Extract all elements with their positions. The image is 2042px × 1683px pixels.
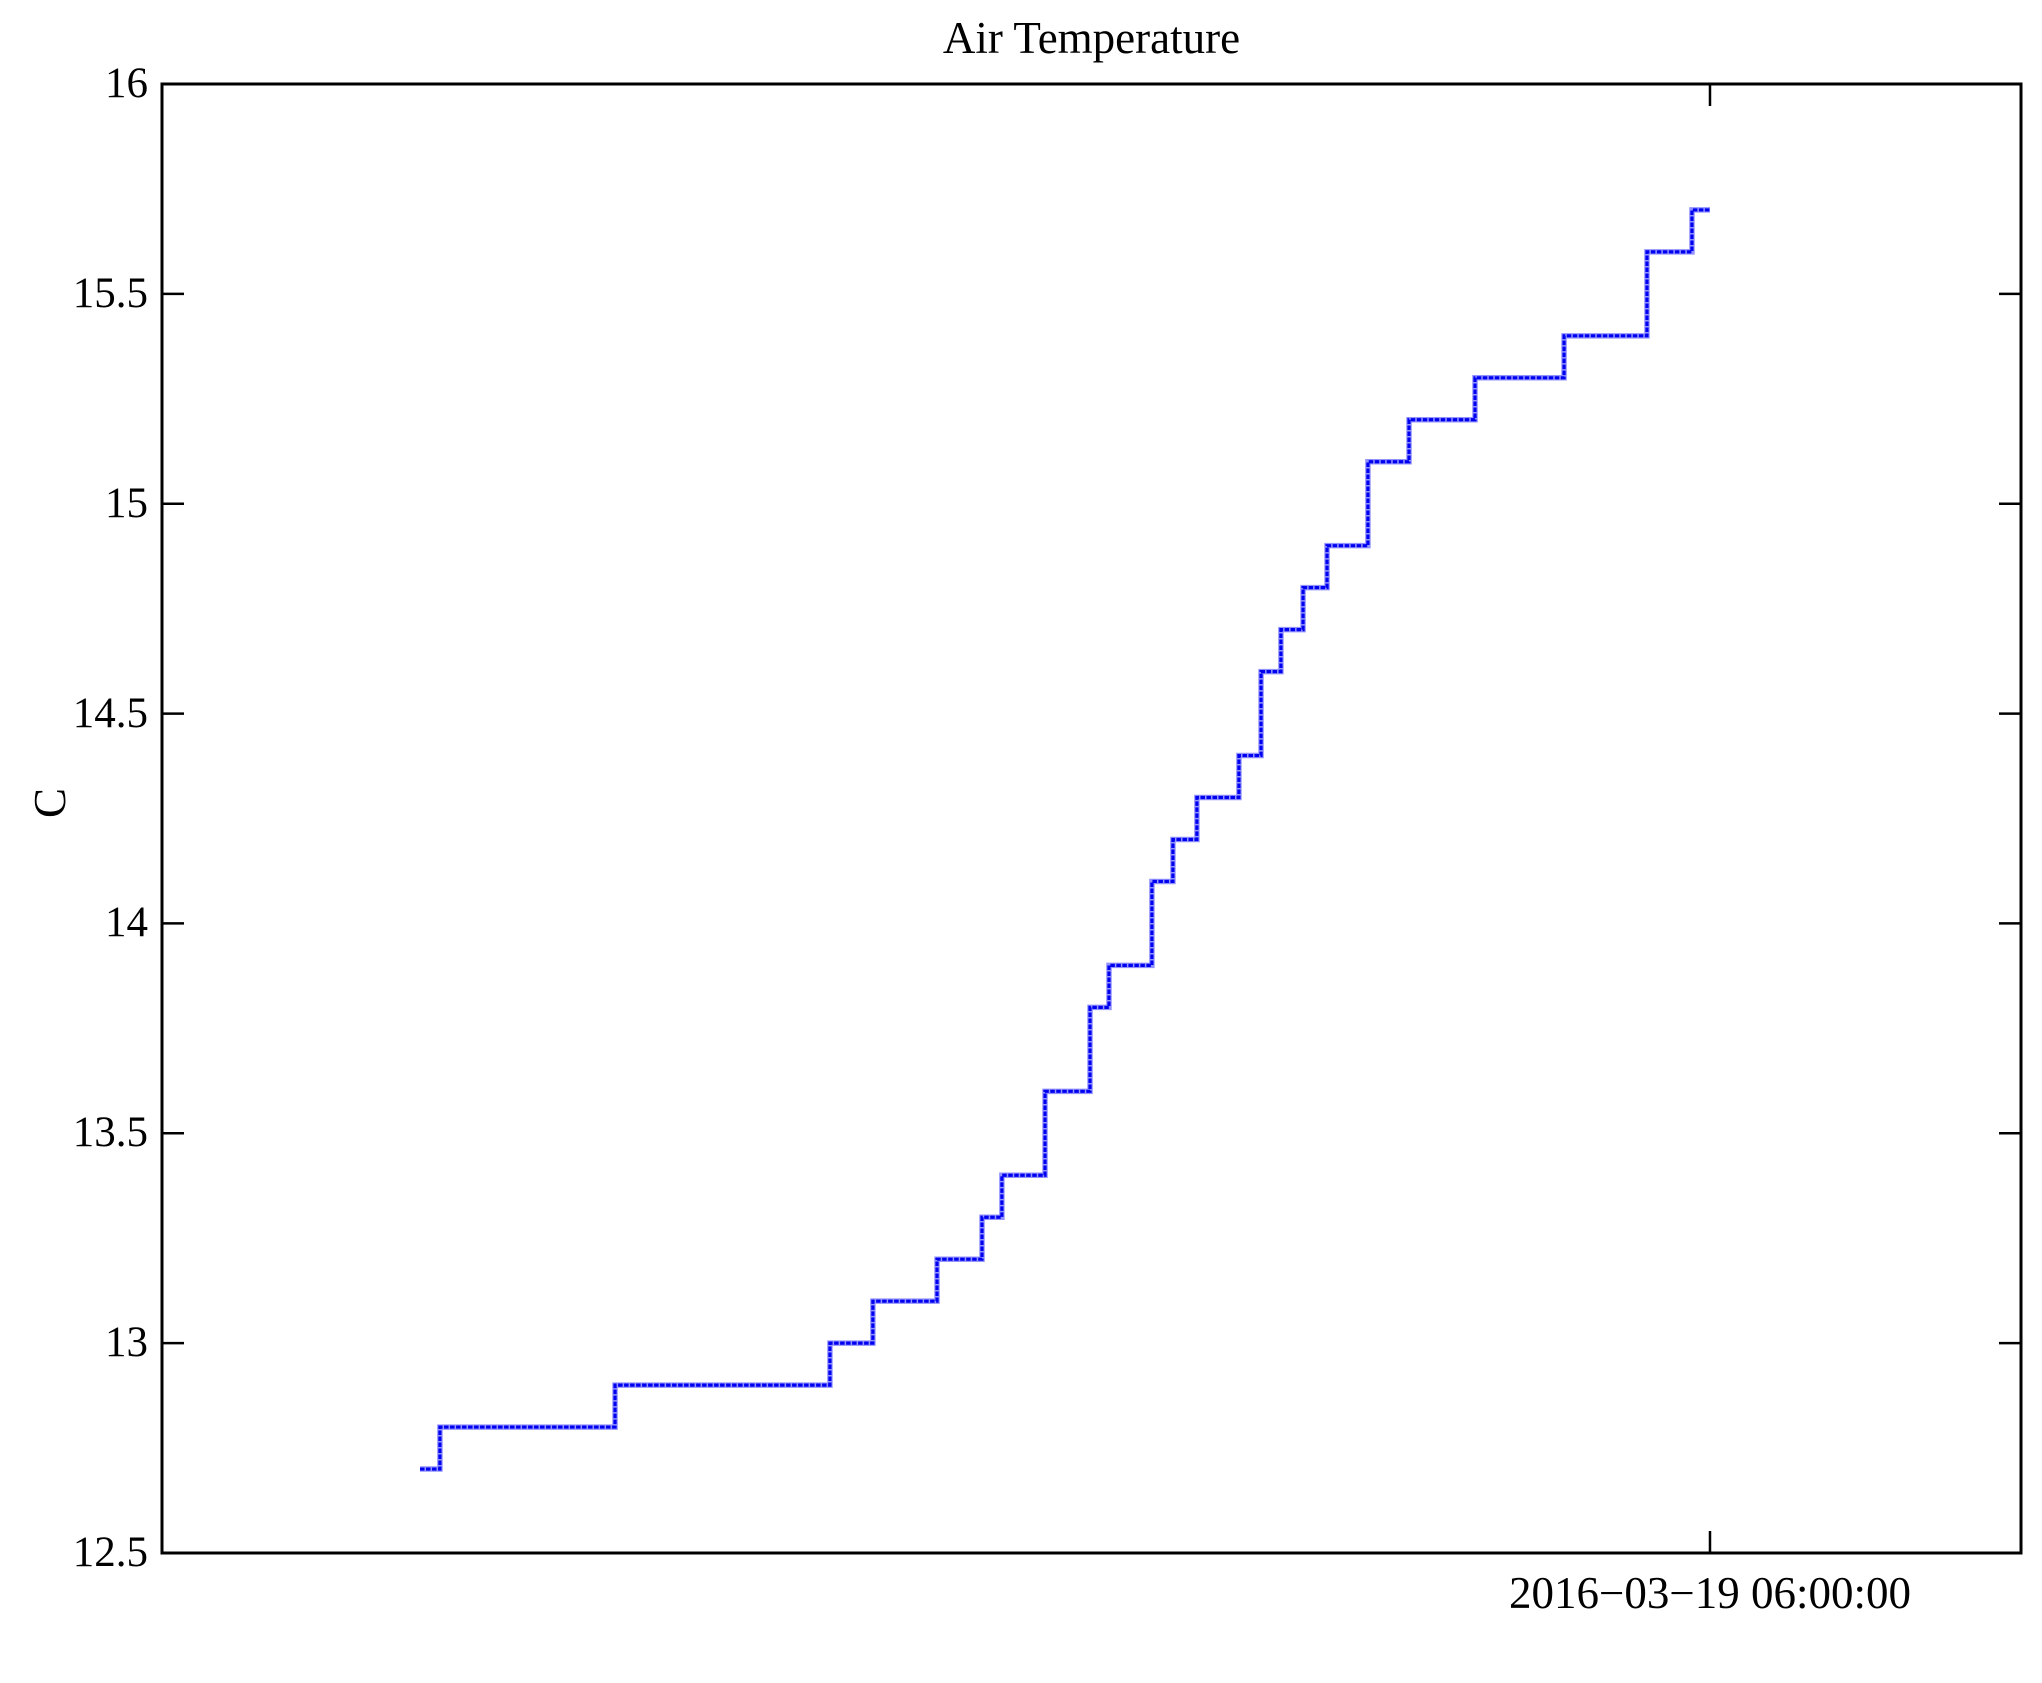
y-tick-label: 12.5 (72, 1529, 148, 1576)
y-tick-label: 14.5 (72, 689, 148, 737)
y-tick-label: 15.5 (72, 269, 148, 317)
x-tick-label: 2016−03−19 06:00:00 (1508, 1568, 1912, 1618)
y-tick-label: 14 (105, 899, 148, 947)
temperature-step-line-halo (420, 207, 1710, 1472)
y-tick-label: 13.5 (72, 1109, 148, 1157)
axis-box (160, 82, 2023, 1555)
y-tick-label: 16 (105, 60, 148, 107)
y-tick-label: 13 (105, 1319, 148, 1367)
temperature-step-line (420, 208, 1710, 1471)
chart-title: Air Temperature (942, 13, 1241, 63)
y-tick-label: 15 (105, 479, 148, 527)
